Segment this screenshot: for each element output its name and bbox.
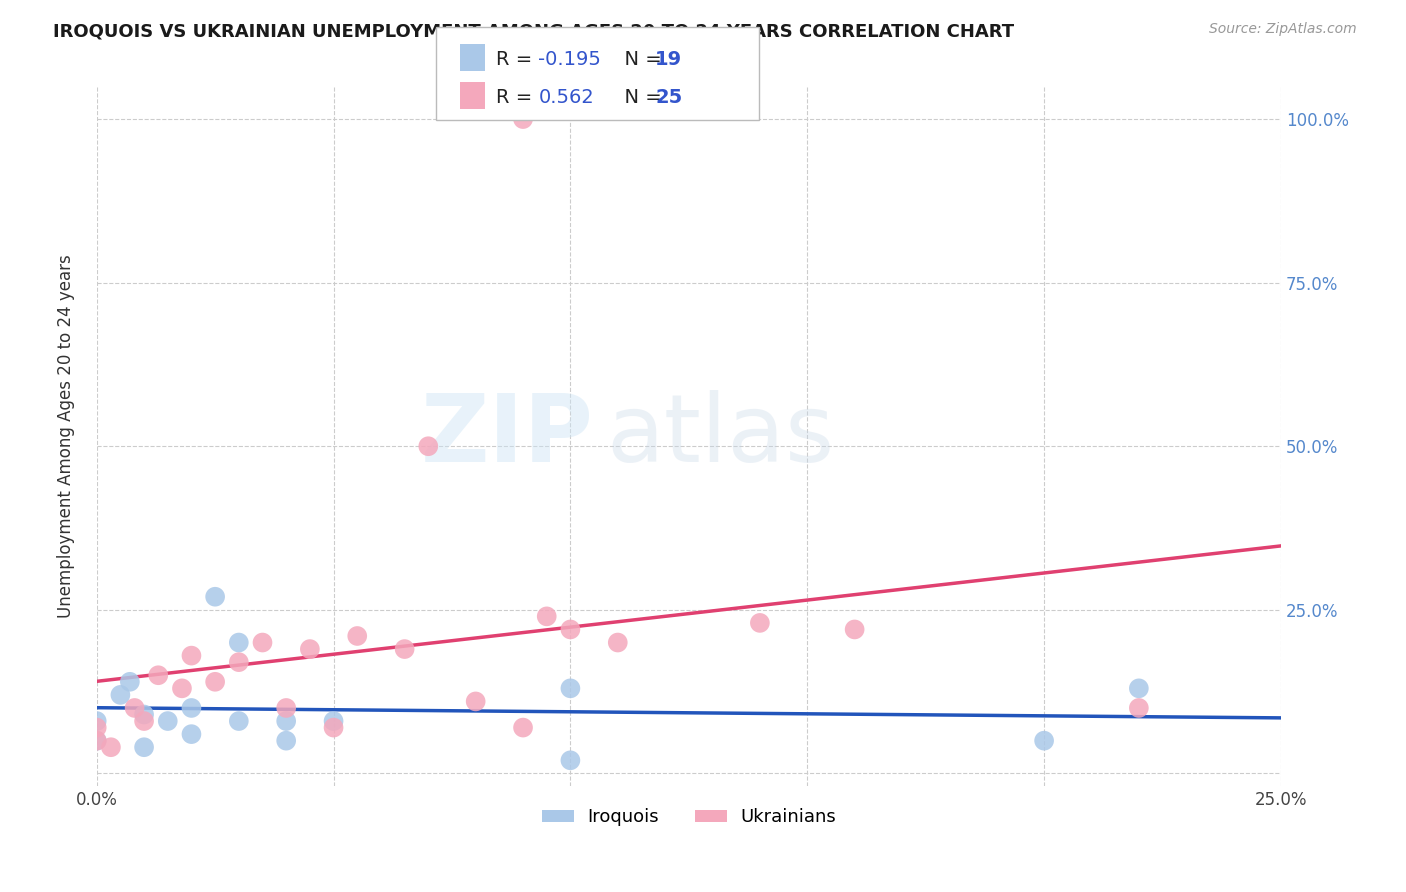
Y-axis label: Unemployment Among Ages 20 to 24 years: Unemployment Among Ages 20 to 24 years: [58, 254, 75, 618]
Point: [124, 701, 146, 715]
Point: [110, 688, 132, 702]
Point: [1128, 701, 1150, 715]
Point: [132, 707, 155, 722]
Point: [148, 668, 170, 682]
Point: [204, 674, 226, 689]
Text: R =: R =: [496, 87, 538, 107]
Legend: Iroquois, Ukrainians: Iroquois, Ukrainians: [534, 801, 844, 833]
Point: [418, 439, 440, 453]
Point: [156, 714, 179, 728]
Text: -0.195: -0.195: [538, 50, 602, 69]
Point: [86, 714, 108, 728]
Point: [606, 635, 628, 649]
Text: N =: N =: [612, 50, 668, 69]
Point: [180, 701, 202, 715]
Point: [464, 694, 486, 708]
Point: [170, 681, 193, 696]
Point: [228, 635, 250, 649]
Point: [204, 590, 226, 604]
Point: [748, 615, 770, 630]
Point: [394, 642, 416, 657]
Point: [276, 701, 298, 715]
Text: IROQUOIS VS UKRAINIAN UNEMPLOYMENT AMONG AGES 20 TO 24 YEARS CORRELATION CHART: IROQUOIS VS UKRAINIAN UNEMPLOYMENT AMONG…: [53, 22, 1015, 40]
Point: [86, 733, 108, 747]
Point: [276, 714, 298, 728]
Point: [560, 753, 582, 767]
Point: [1033, 733, 1056, 747]
Text: ZIP: ZIP: [422, 391, 595, 483]
Point: [180, 727, 202, 741]
Point: [322, 714, 344, 728]
Point: [298, 642, 321, 657]
Point: [844, 623, 866, 637]
Point: [560, 623, 582, 637]
Point: [132, 740, 155, 755]
Point: [252, 635, 274, 649]
Point: [180, 648, 202, 663]
Text: N =: N =: [612, 87, 668, 107]
Point: [86, 733, 108, 747]
Point: [322, 721, 344, 735]
Point: [228, 714, 250, 728]
Point: [512, 112, 534, 126]
Point: [132, 714, 155, 728]
Text: R =: R =: [496, 50, 538, 69]
Point: [118, 674, 141, 689]
Point: [512, 721, 534, 735]
Point: [228, 655, 250, 669]
Point: [560, 681, 582, 696]
Text: Source: ZipAtlas.com: Source: ZipAtlas.com: [1209, 22, 1357, 37]
Text: atlas: atlas: [606, 391, 834, 483]
Point: [276, 733, 298, 747]
Point: [1128, 681, 1150, 696]
Point: [346, 629, 368, 643]
Text: 25: 25: [655, 87, 682, 107]
Text: 0.562: 0.562: [538, 87, 595, 107]
Point: [536, 609, 558, 624]
Point: [86, 721, 108, 735]
Point: [100, 740, 122, 755]
Text: 19: 19: [655, 50, 682, 69]
